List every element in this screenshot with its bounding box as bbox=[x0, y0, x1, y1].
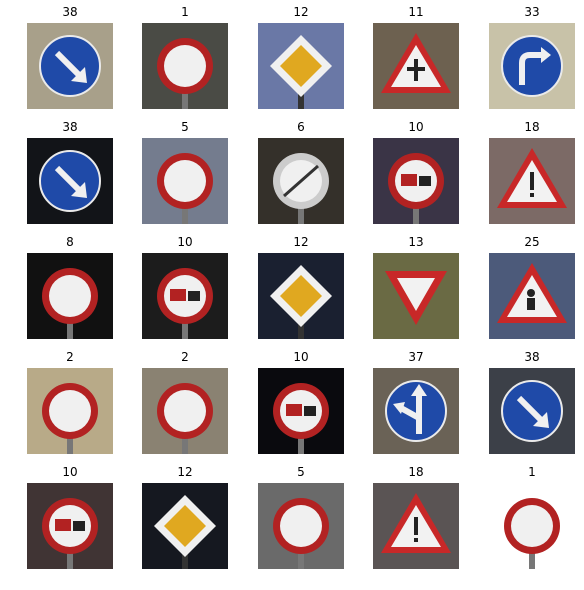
class-label: 1 bbox=[181, 5, 189, 19]
priority-road-sign-icon bbox=[258, 253, 344, 339]
class-label: 18 bbox=[408, 465, 424, 479]
speed-limit-80-sign-icon bbox=[142, 138, 228, 224]
sign-tile: 18 bbox=[373, 463, 459, 569]
sign-tile: 12 bbox=[258, 233, 344, 339]
sign-tile: 8 bbox=[27, 233, 113, 339]
priority-road-sign-icon bbox=[258, 23, 344, 109]
speed-limit-50-sign-icon bbox=[27, 368, 113, 454]
sign-tile: 18 bbox=[489, 118, 575, 224]
sign-tile: 10 bbox=[373, 118, 459, 224]
no-passing-trucks-sign-icon bbox=[258, 368, 344, 454]
keep-right-sign-icon bbox=[27, 23, 113, 109]
no-passing-trucks-sign-icon bbox=[373, 138, 459, 224]
class-label: 2 bbox=[66, 350, 74, 364]
class-label: 38 bbox=[62, 120, 78, 134]
sign-tile: 13 bbox=[373, 233, 459, 339]
turn-right-ahead-sign-icon bbox=[489, 23, 575, 109]
class-label: 5 bbox=[297, 465, 305, 479]
no-passing-trucks-sign-icon bbox=[27, 483, 113, 569]
sign-tile: 2 bbox=[27, 348, 113, 454]
class-label: 10 bbox=[62, 465, 78, 479]
class-label: 37 bbox=[408, 350, 424, 364]
class-label: 8 bbox=[66, 235, 74, 249]
sign-tile: 37 bbox=[373, 348, 459, 454]
keep-right-sign-icon bbox=[489, 368, 575, 454]
speed-limit-120-sign-icon bbox=[27, 253, 113, 339]
sign-tile: 12 bbox=[142, 463, 228, 569]
sign-tile: 33 bbox=[489, 3, 575, 109]
sign-tile: 1 bbox=[489, 463, 575, 569]
general-caution-sign-icon bbox=[373, 483, 459, 569]
class-label: 10 bbox=[408, 120, 424, 134]
class-label: 12 bbox=[293, 5, 309, 19]
class-label: 38 bbox=[62, 5, 78, 19]
class-label: 6 bbox=[297, 120, 305, 134]
sign-tile: 5 bbox=[142, 118, 228, 224]
sign-tile: 25 bbox=[489, 233, 575, 339]
right-of-way-sign-icon bbox=[373, 23, 459, 109]
sign-tile: 38 bbox=[489, 348, 575, 454]
class-label: 38 bbox=[524, 350, 540, 364]
speed-limit-50-sign-icon bbox=[142, 368, 228, 454]
no-passing-trucks-sign-icon bbox=[142, 253, 228, 339]
class-label: 10 bbox=[293, 350, 309, 364]
speed-limit-30-sign-icon bbox=[142, 23, 228, 109]
sign-tile: 1 bbox=[142, 3, 228, 109]
class-label: 1 bbox=[528, 465, 536, 479]
yield-sign-icon bbox=[373, 253, 459, 339]
sign-tile: 10 bbox=[142, 233, 228, 339]
speed-limit-30-sign-icon bbox=[489, 483, 575, 569]
sign-tile: 12 bbox=[258, 3, 344, 109]
class-label: 13 bbox=[408, 235, 424, 249]
class-label: 11 bbox=[408, 5, 424, 19]
class-label: 33 bbox=[524, 5, 540, 19]
road-work-sign-icon bbox=[489, 253, 575, 339]
priority-road-sign-icon bbox=[142, 483, 228, 569]
class-label: 10 bbox=[177, 235, 193, 249]
sign-tile: 38 bbox=[27, 3, 113, 109]
general-caution-sign-icon bbox=[489, 138, 575, 224]
class-label: 12 bbox=[293, 235, 309, 249]
speed-limit-80-sign-icon bbox=[258, 483, 344, 569]
sign-tile: 10 bbox=[27, 463, 113, 569]
sign-tile: 38 bbox=[27, 118, 113, 224]
sign-tile: 6 bbox=[258, 118, 344, 224]
straight-or-left-sign-icon bbox=[373, 368, 459, 454]
class-label: 2 bbox=[181, 350, 189, 364]
end-speed-limit-80-sign-icon bbox=[258, 138, 344, 224]
class-label: 5 bbox=[181, 120, 189, 134]
class-label: 12 bbox=[177, 465, 193, 479]
sign-tile: 2 bbox=[142, 348, 228, 454]
class-label: 25 bbox=[524, 235, 540, 249]
sign-tile: 11 bbox=[373, 3, 459, 109]
class-label: 18 bbox=[524, 120, 540, 134]
sign-tile: 5 bbox=[258, 463, 344, 569]
sign-tile: 10 bbox=[258, 348, 344, 454]
keep-right-sign-icon bbox=[27, 138, 113, 224]
